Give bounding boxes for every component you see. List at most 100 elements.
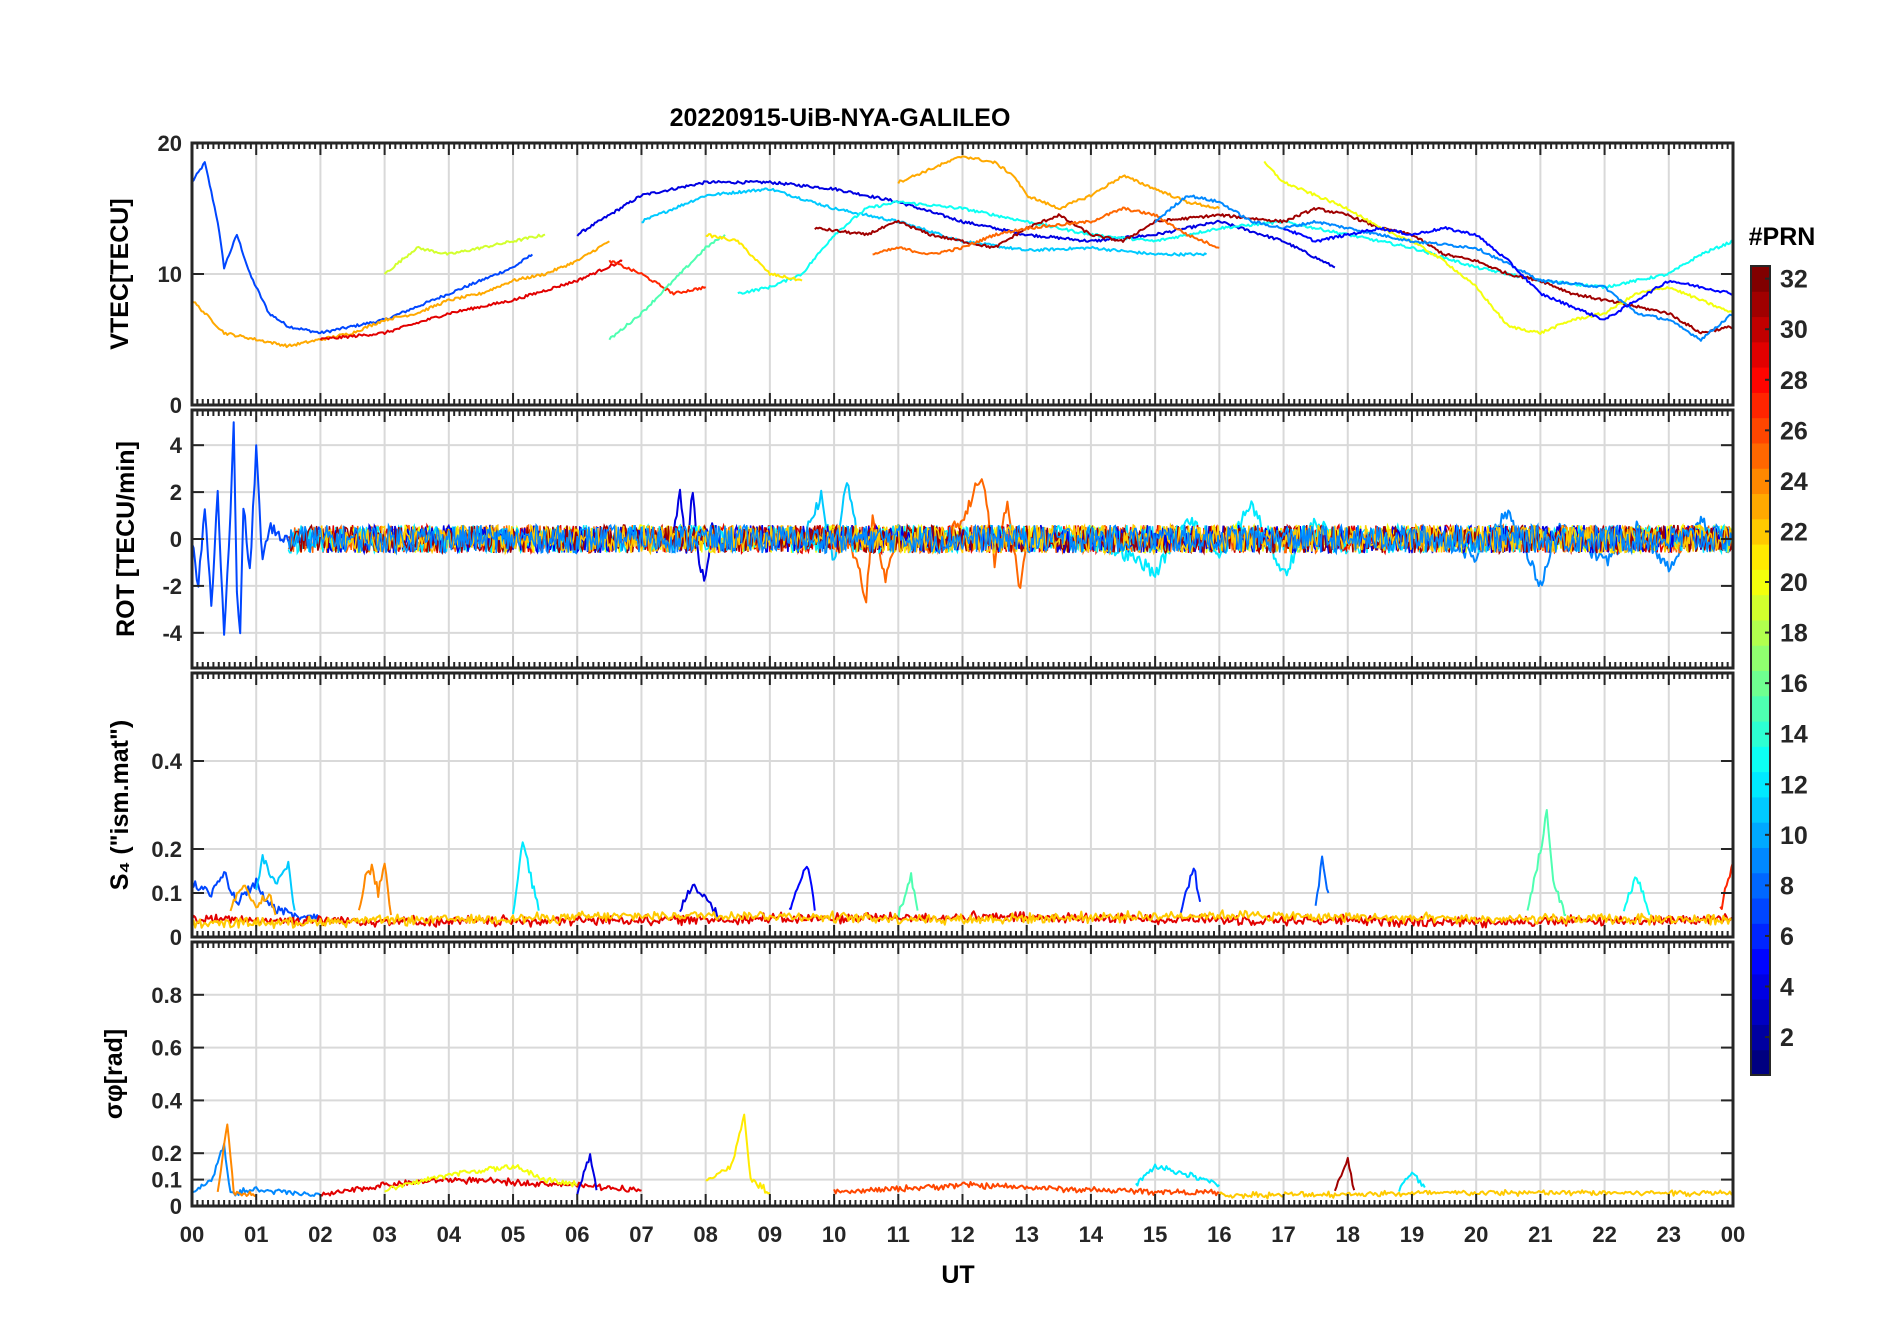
noise-band-prn-9 bbox=[287, 522, 1733, 556]
x-tick-label: 02 bbox=[308, 1222, 332, 1247]
colorbar-segment bbox=[1751, 645, 1770, 671]
series-prn-15 bbox=[608, 234, 726, 341]
colorbar-segment bbox=[1751, 493, 1770, 520]
colorbar-segment bbox=[1751, 695, 1770, 722]
y-tick-label: 2 bbox=[170, 480, 182, 505]
series-prn-12 bbox=[1135, 1163, 1220, 1188]
x-tick-label: 23 bbox=[1657, 1222, 1681, 1247]
x-tick-label: 16 bbox=[1207, 1222, 1231, 1247]
series-prn-19 bbox=[383, 233, 546, 275]
series-prn-22 bbox=[192, 909, 1733, 929]
series-prn-12 bbox=[1398, 1171, 1426, 1192]
colorbar-tick-label: 10 bbox=[1780, 822, 1808, 850]
x-tick-label: 11 bbox=[887, 1222, 910, 1247]
series-group bbox=[192, 421, 1733, 636]
colorbar-segment bbox=[1751, 847, 1770, 874]
x-tick-label: 05 bbox=[501, 1222, 525, 1247]
colorbar-tick-label: 2 bbox=[1780, 1024, 1794, 1052]
series-prn-4 bbox=[576, 180, 1336, 269]
series-prn-27 bbox=[1719, 861, 1733, 910]
y-tick-label: 4 bbox=[170, 433, 183, 458]
series-prn-5 bbox=[1283, 226, 1733, 321]
y-ticks: 0 10 20 bbox=[158, 131, 1733, 418]
y-axis-label: ROT [TECU/min] bbox=[112, 441, 140, 637]
x-ticks bbox=[191, 673, 1734, 937]
x-tick-label: 07 bbox=[629, 1222, 653, 1247]
y-tick-label: 0.6 bbox=[151, 1036, 182, 1061]
colorbar-segment bbox=[1751, 872, 1770, 899]
y-tick-label: 10 bbox=[158, 262, 182, 287]
y-tick-label: 0 bbox=[170, 393, 182, 418]
series-prn-24 bbox=[216, 1123, 257, 1197]
x-axis-label: UT bbox=[941, 1261, 974, 1289]
colorbar-segment bbox=[1751, 999, 1770, 1025]
colorbar-segment bbox=[1751, 771, 1770, 798]
x-tick-label: 09 bbox=[758, 1222, 782, 1247]
series-prn-31 bbox=[814, 206, 1733, 335]
series-prn-12 bbox=[512, 841, 540, 915]
panel-2: -4 -2 0 2 4 ROT [TECU/min] bbox=[112, 408, 1735, 670]
colorbar-segment bbox=[1751, 544, 1770, 570]
colorbar-tick-label: 26 bbox=[1780, 417, 1808, 445]
series-group bbox=[192, 155, 1733, 349]
x-tick-label: 15 bbox=[1143, 1222, 1167, 1247]
series-prn-15 bbox=[1526, 809, 1567, 917]
y-tick-label: 0.1 bbox=[151, 1168, 182, 1193]
colorbar-segment bbox=[1751, 569, 1770, 596]
colorbar-tick-label: 16 bbox=[1780, 670, 1808, 698]
x-ticks bbox=[191, 143, 1734, 405]
colorbar-segment bbox=[1751, 822, 1770, 848]
series-prn-4 bbox=[576, 1153, 598, 1195]
y-axis-label: S₄ ("ism.mat") bbox=[106, 720, 134, 890]
series-prn-27 bbox=[608, 259, 707, 296]
x-tick-label: 13 bbox=[1014, 1222, 1038, 1247]
y-ticks: 0 0.1 0.2 0.4 bbox=[151, 749, 1733, 950]
colorbar-segment bbox=[1751, 266, 1770, 292]
series-prn-25 bbox=[872, 206, 1220, 256]
colorbar-segment bbox=[1751, 316, 1770, 343]
colorbar-tick-label: 6 bbox=[1780, 923, 1794, 951]
series-prn-21 bbox=[705, 233, 803, 282]
y-tick-label: 0.4 bbox=[151, 749, 182, 774]
y-tick-label: 0 bbox=[170, 527, 182, 552]
series-prn-11 bbox=[641, 187, 1208, 257]
x-tick-label: 00 bbox=[180, 1222, 204, 1247]
series-prn-23 bbox=[897, 155, 1221, 211]
x-tick-label: 22 bbox=[1592, 1222, 1616, 1247]
x-tick-label: 03 bbox=[372, 1222, 396, 1247]
y-ticks: -4 -2 0 2 4 bbox=[162, 433, 1733, 646]
colorbar-tick-label: 20 bbox=[1780, 569, 1808, 597]
colorbar-segment bbox=[1751, 948, 1770, 975]
colorbar-segment bbox=[1751, 670, 1770, 697]
grid bbox=[191, 142, 1734, 406]
y-tick-label: 0.1 bbox=[151, 881, 182, 906]
y-tick-label: 0.2 bbox=[151, 837, 182, 862]
series-prn-21 bbox=[705, 1113, 771, 1195]
series-prn-5 bbox=[788, 865, 816, 911]
series-group bbox=[192, 1113, 1733, 1200]
colorbar-segment bbox=[1751, 898, 1770, 924]
y-tick-label: 0 bbox=[170, 1194, 182, 1219]
panel-1: 0 10 20 VTEC[TECU] bbox=[106, 131, 1735, 418]
x-tick-label: 00 bbox=[1721, 1222, 1745, 1247]
series-prn-20 bbox=[384, 1164, 578, 1193]
y-axis-label: VTEC[TECU] bbox=[106, 198, 134, 349]
series-prn-29 bbox=[320, 1176, 642, 1197]
colorbar-tick-label: 12 bbox=[1780, 771, 1808, 799]
series-prn-4 bbox=[679, 883, 720, 920]
grid bbox=[191, 942, 1734, 1207]
colorbar-segment bbox=[1751, 442, 1770, 469]
colorbar-segment bbox=[1751, 796, 1770, 823]
x-tick-label: 08 bbox=[693, 1222, 717, 1247]
series-prn-15 bbox=[897, 872, 919, 919]
y-axis-label: σφ[rad] bbox=[100, 1029, 128, 1120]
panel-3: 0 0.1 0.2 0.4 S₄ ("ism.mat") bbox=[106, 671, 1735, 950]
x-tick-label: 10 bbox=[822, 1222, 846, 1247]
x-tick-labels: 00 01 02 03 04 05 06 07 08 09 10 11 12 13 14 15 16 17 18 19… bbox=[180, 1222, 1745, 1247]
colorbar-segment bbox=[1751, 594, 1770, 621]
colorbar-frame bbox=[1750, 265, 1771, 1076]
y-tick-label: 0.8 bbox=[151, 983, 182, 1008]
colorbar-tick-label: 24 bbox=[1780, 468, 1808, 496]
colorbar-segment bbox=[1751, 619, 1770, 646]
